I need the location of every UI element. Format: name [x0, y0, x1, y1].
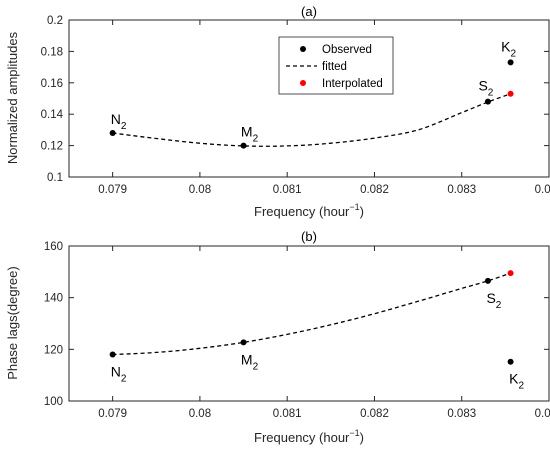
x-tick-label: 0.081 [273, 408, 302, 420]
legend-fitted-label: fitted [322, 61, 347, 73]
legend-interpolated-marker [300, 80, 306, 86]
fitted-curve [112, 272, 511, 356]
x-tick-label: 0.08 [189, 408, 211, 420]
x-tick-label: 0.084 [535, 408, 550, 420]
x-tick-label: 0.082 [360, 408, 389, 420]
panel-a-axes-box [68, 19, 550, 178]
observed-point [507, 59, 514, 66]
y-tick-label: 0.1 [47, 172, 63, 184]
point-label-sub: 2 [496, 300, 502, 311]
legend-observed-marker [300, 46, 306, 52]
panel-a-legend: Observed fitted Interpolated [278, 36, 394, 95]
y-tick-label: 140 [44, 293, 63, 305]
panel-a-ylabel: Normalized amplitudes [5, 31, 20, 164]
fitted-curve [112, 93, 511, 147]
point-label-sub: 2 [488, 88, 494, 99]
y-tick-label: 0.18 [41, 46, 63, 58]
point-label: M2 [241, 351, 259, 372]
point-label-main: S [486, 290, 495, 306]
y-tick-label: 160 [44, 241, 63, 253]
y-tick-label: 100 [44, 396, 63, 408]
legend-observed-label: Observed [322, 44, 372, 56]
y-tick-label: 0.16 [41, 78, 63, 90]
point-label-sub: 2 [253, 361, 259, 372]
y-tick-label: 120 [44, 344, 63, 356]
point-label-sub: 2 [121, 121, 127, 132]
point-label-main: N [111, 111, 121, 127]
point-label: K2 [509, 371, 524, 392]
point-label: K2 [501, 38, 516, 59]
panel-b-xlabel-end: ) [360, 430, 364, 445]
point-label-main: K [509, 371, 519, 387]
observed-point [507, 358, 514, 365]
y-tick-label: 0.14 [41, 109, 64, 121]
x-tick-label: 0.079 [98, 408, 127, 420]
point-label: N2 [111, 111, 127, 132]
observed-point [484, 98, 491, 105]
panel-a-xlabel-sup: −1 [349, 202, 359, 212]
point-label-main: M [241, 124, 253, 140]
x-tick-label: 0.084 [535, 184, 550, 196]
point-label-main: N [111, 364, 121, 380]
point-label-sub: 2 [518, 381, 524, 392]
point-label-sub: 2 [253, 134, 259, 145]
panel-a-title: (a) [301, 4, 317, 19]
legend-interpolated-label: Interpolated [322, 78, 383, 90]
panel-b-xlabel-sup: −1 [349, 428, 359, 438]
panel-b-axes-box [68, 245, 550, 402]
panel-a-xlabel-main: Frequency (hour [254, 204, 350, 219]
panel-b-ylabel: Phase lags(degree) [5, 266, 20, 379]
panel-a-xlabel: Frequency (hour−1) [254, 202, 364, 219]
observed-point [484, 277, 491, 284]
legend-box [278, 36, 394, 95]
x-tick-label: 0.079 [98, 184, 127, 196]
x-tick-label: 0.083 [447, 408, 476, 420]
observed-point [240, 339, 247, 346]
observed-point [109, 130, 116, 137]
panel-a-xlabel-end: ) [360, 204, 364, 219]
point-label: M2 [241, 124, 259, 145]
point-label-sub: 2 [510, 48, 516, 59]
point-label: S2 [478, 78, 493, 99]
observed-point [109, 351, 116, 358]
interpolated-point [507, 270, 514, 277]
point-label-main: S [478, 78, 487, 94]
panel-b-xlabel-main: Frequency (hour [254, 430, 350, 445]
point-label-main: K [501, 38, 511, 54]
observed-point [240, 142, 247, 149]
point-label: S2 [486, 290, 501, 311]
x-tick-label: 0.081 [273, 184, 302, 196]
panel-b-title: (b) [301, 229, 317, 244]
y-tick-label: 0.2 [47, 15, 63, 27]
y-tick-label: 0.12 [41, 141, 63, 153]
x-tick-label: 0.083 [447, 184, 476, 196]
x-tick-label: 0.082 [360, 184, 389, 196]
x-tick-label: 0.08 [189, 184, 211, 196]
panel-b-xlabel: Frequency (hour−1) [254, 428, 364, 445]
point-label: N2 [111, 364, 127, 385]
point-label-main: M [241, 351, 253, 367]
point-label-sub: 2 [121, 374, 127, 385]
interpolated-point [507, 90, 514, 97]
